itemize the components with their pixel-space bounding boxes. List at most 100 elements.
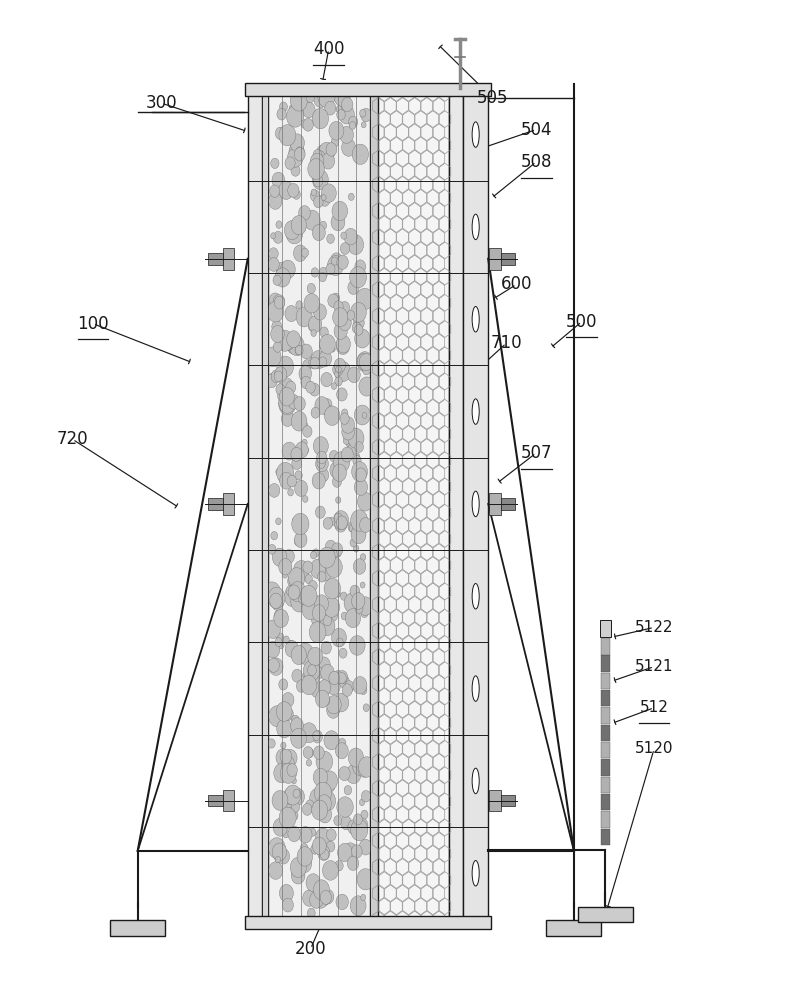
Circle shape	[347, 367, 360, 383]
Circle shape	[334, 362, 350, 382]
Circle shape	[269, 862, 283, 879]
Circle shape	[302, 102, 315, 118]
Circle shape	[334, 358, 346, 372]
Circle shape	[318, 86, 335, 108]
Circle shape	[350, 302, 367, 322]
Circle shape	[329, 549, 338, 560]
Circle shape	[363, 365, 371, 375]
Circle shape	[361, 810, 368, 819]
Bar	[463, 88, 488, 919]
Circle shape	[272, 843, 286, 861]
Circle shape	[318, 680, 331, 695]
Circle shape	[296, 147, 303, 156]
Circle shape	[287, 338, 300, 354]
Circle shape	[332, 476, 342, 487]
Circle shape	[294, 245, 307, 262]
Circle shape	[302, 439, 307, 446]
Circle shape	[307, 602, 319, 617]
Circle shape	[269, 374, 274, 381]
Circle shape	[292, 457, 302, 470]
Circle shape	[268, 739, 275, 748]
Circle shape	[282, 335, 294, 350]
Circle shape	[342, 424, 354, 440]
Circle shape	[295, 448, 304, 459]
Circle shape	[357, 352, 373, 372]
Circle shape	[347, 856, 358, 870]
Circle shape	[330, 450, 338, 462]
Circle shape	[310, 190, 320, 202]
Circle shape	[272, 172, 285, 188]
Circle shape	[298, 594, 307, 604]
Circle shape	[311, 330, 316, 337]
Bar	[110, 920, 165, 936]
Circle shape	[300, 844, 308, 853]
Circle shape	[354, 442, 363, 452]
Circle shape	[311, 682, 324, 698]
Text: 300: 300	[145, 94, 177, 112]
Circle shape	[282, 442, 297, 460]
Circle shape	[303, 660, 320, 681]
Circle shape	[300, 585, 317, 606]
Circle shape	[301, 675, 317, 695]
Circle shape	[310, 828, 316, 836]
Circle shape	[294, 560, 310, 580]
Circle shape	[286, 793, 294, 804]
Circle shape	[280, 102, 287, 112]
Circle shape	[331, 214, 345, 231]
Circle shape	[339, 676, 350, 688]
Circle shape	[346, 765, 361, 784]
Circle shape	[330, 253, 342, 268]
Circle shape	[313, 549, 319, 557]
Circle shape	[336, 638, 343, 647]
Circle shape	[302, 248, 309, 257]
Circle shape	[293, 789, 300, 798]
Circle shape	[327, 256, 343, 276]
Circle shape	[316, 751, 333, 772]
Circle shape	[330, 346, 335, 352]
Circle shape	[311, 407, 320, 418]
Circle shape	[277, 356, 294, 377]
Circle shape	[318, 845, 330, 861]
Circle shape	[311, 732, 318, 741]
Bar	[601, 794, 610, 810]
Circle shape	[361, 894, 366, 901]
Circle shape	[277, 462, 294, 484]
Circle shape	[268, 258, 279, 271]
Circle shape	[317, 458, 326, 468]
Circle shape	[288, 148, 303, 167]
Circle shape	[274, 610, 285, 623]
Circle shape	[331, 628, 346, 647]
Circle shape	[269, 706, 286, 727]
Circle shape	[350, 819, 368, 841]
Ellipse shape	[472, 122, 480, 147]
Circle shape	[309, 316, 322, 332]
Circle shape	[310, 357, 320, 369]
Circle shape	[346, 439, 354, 448]
Bar	[248, 88, 262, 919]
Circle shape	[353, 758, 367, 775]
Circle shape	[287, 475, 297, 487]
Circle shape	[334, 377, 342, 386]
Circle shape	[354, 329, 370, 348]
Bar	[601, 759, 610, 776]
Circle shape	[316, 560, 333, 581]
Circle shape	[355, 260, 366, 273]
Circle shape	[361, 108, 371, 122]
Circle shape	[279, 387, 294, 406]
Circle shape	[312, 108, 329, 129]
Bar	[209, 253, 223, 265]
Ellipse shape	[472, 307, 480, 332]
Circle shape	[334, 86, 350, 106]
Circle shape	[348, 748, 363, 767]
Circle shape	[353, 677, 367, 694]
Circle shape	[311, 268, 318, 277]
Circle shape	[331, 383, 337, 389]
Circle shape	[322, 889, 334, 904]
Circle shape	[354, 316, 364, 330]
Circle shape	[347, 444, 356, 455]
Circle shape	[351, 525, 366, 544]
Text: 5122: 5122	[635, 620, 674, 635]
Circle shape	[315, 506, 326, 518]
Circle shape	[334, 301, 343, 312]
Bar	[601, 811, 610, 828]
